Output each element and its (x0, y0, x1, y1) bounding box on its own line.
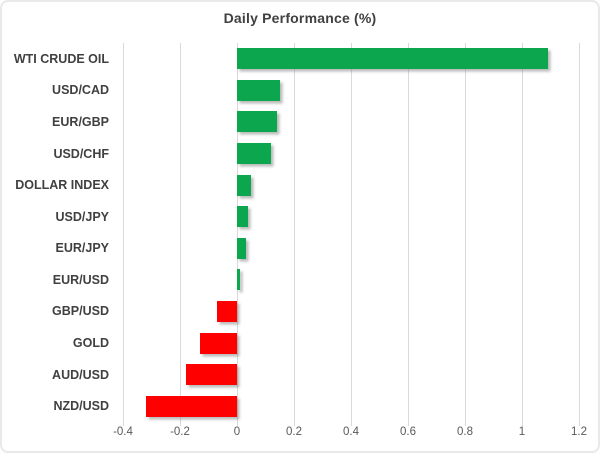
category-label: EUR/USD (52, 272, 109, 287)
category-label: USD/CAD (52, 83, 109, 98)
x-tick-label: 1 (518, 426, 526, 438)
category-label: DOLLAR INDEX (15, 178, 109, 193)
x-tick-label: -0.2 (170, 426, 190, 438)
x-gridline (407, 43, 409, 426)
category-label: EUR/JPY (55, 241, 110, 256)
bar-usd-jpy (237, 206, 249, 228)
bar-gold (199, 332, 237, 354)
category-label: GOLD (72, 336, 109, 351)
x-gridline (350, 43, 352, 426)
bar-gbp-usd (217, 300, 237, 322)
x-gridline (464, 43, 466, 426)
category-label: USD/JPY (55, 209, 110, 224)
category-label: WTI CRUDE OIL (13, 51, 109, 66)
x-tick-label: 1.2 (571, 426, 587, 438)
x-tick-label: 0.8 (457, 426, 473, 438)
category-label: AUD/USD (52, 367, 109, 382)
x-gridline (578, 43, 580, 426)
category-label: EUR/GBP (52, 114, 109, 129)
x-gridline (521, 43, 523, 426)
x-gridline (293, 43, 295, 426)
bar-usd-chf (237, 143, 272, 165)
x-tick-label: 0.2 (286, 426, 302, 438)
bar-aud-usd (185, 364, 237, 386)
bar-eur-gbp (237, 111, 277, 133)
x-gridline (122, 43, 124, 426)
bar-eur-jpy (237, 237, 246, 259)
category-label: NZD/USD (53, 399, 109, 414)
bar-nzd-usd (145, 395, 237, 417)
x-tick-label: -0.4 (113, 426, 133, 438)
category-label: USD/CHF (53, 146, 109, 161)
category-label: GBP/USD (52, 304, 109, 319)
x-gridline (179, 43, 181, 426)
x-tick-label: 0 (233, 426, 241, 438)
x-tick-label: 0.4 (343, 426, 359, 438)
bar-dollar-index (237, 174, 252, 196)
chart-title: Daily Performance (%) (223, 10, 377, 26)
x-gridline (236, 43, 238, 426)
bar-usd-cad (237, 79, 280, 101)
bar-eur-usd (237, 269, 240, 291)
x-tick-label: 0.6 (400, 426, 416, 438)
bar-wti-crude-oil (237, 48, 548, 70)
